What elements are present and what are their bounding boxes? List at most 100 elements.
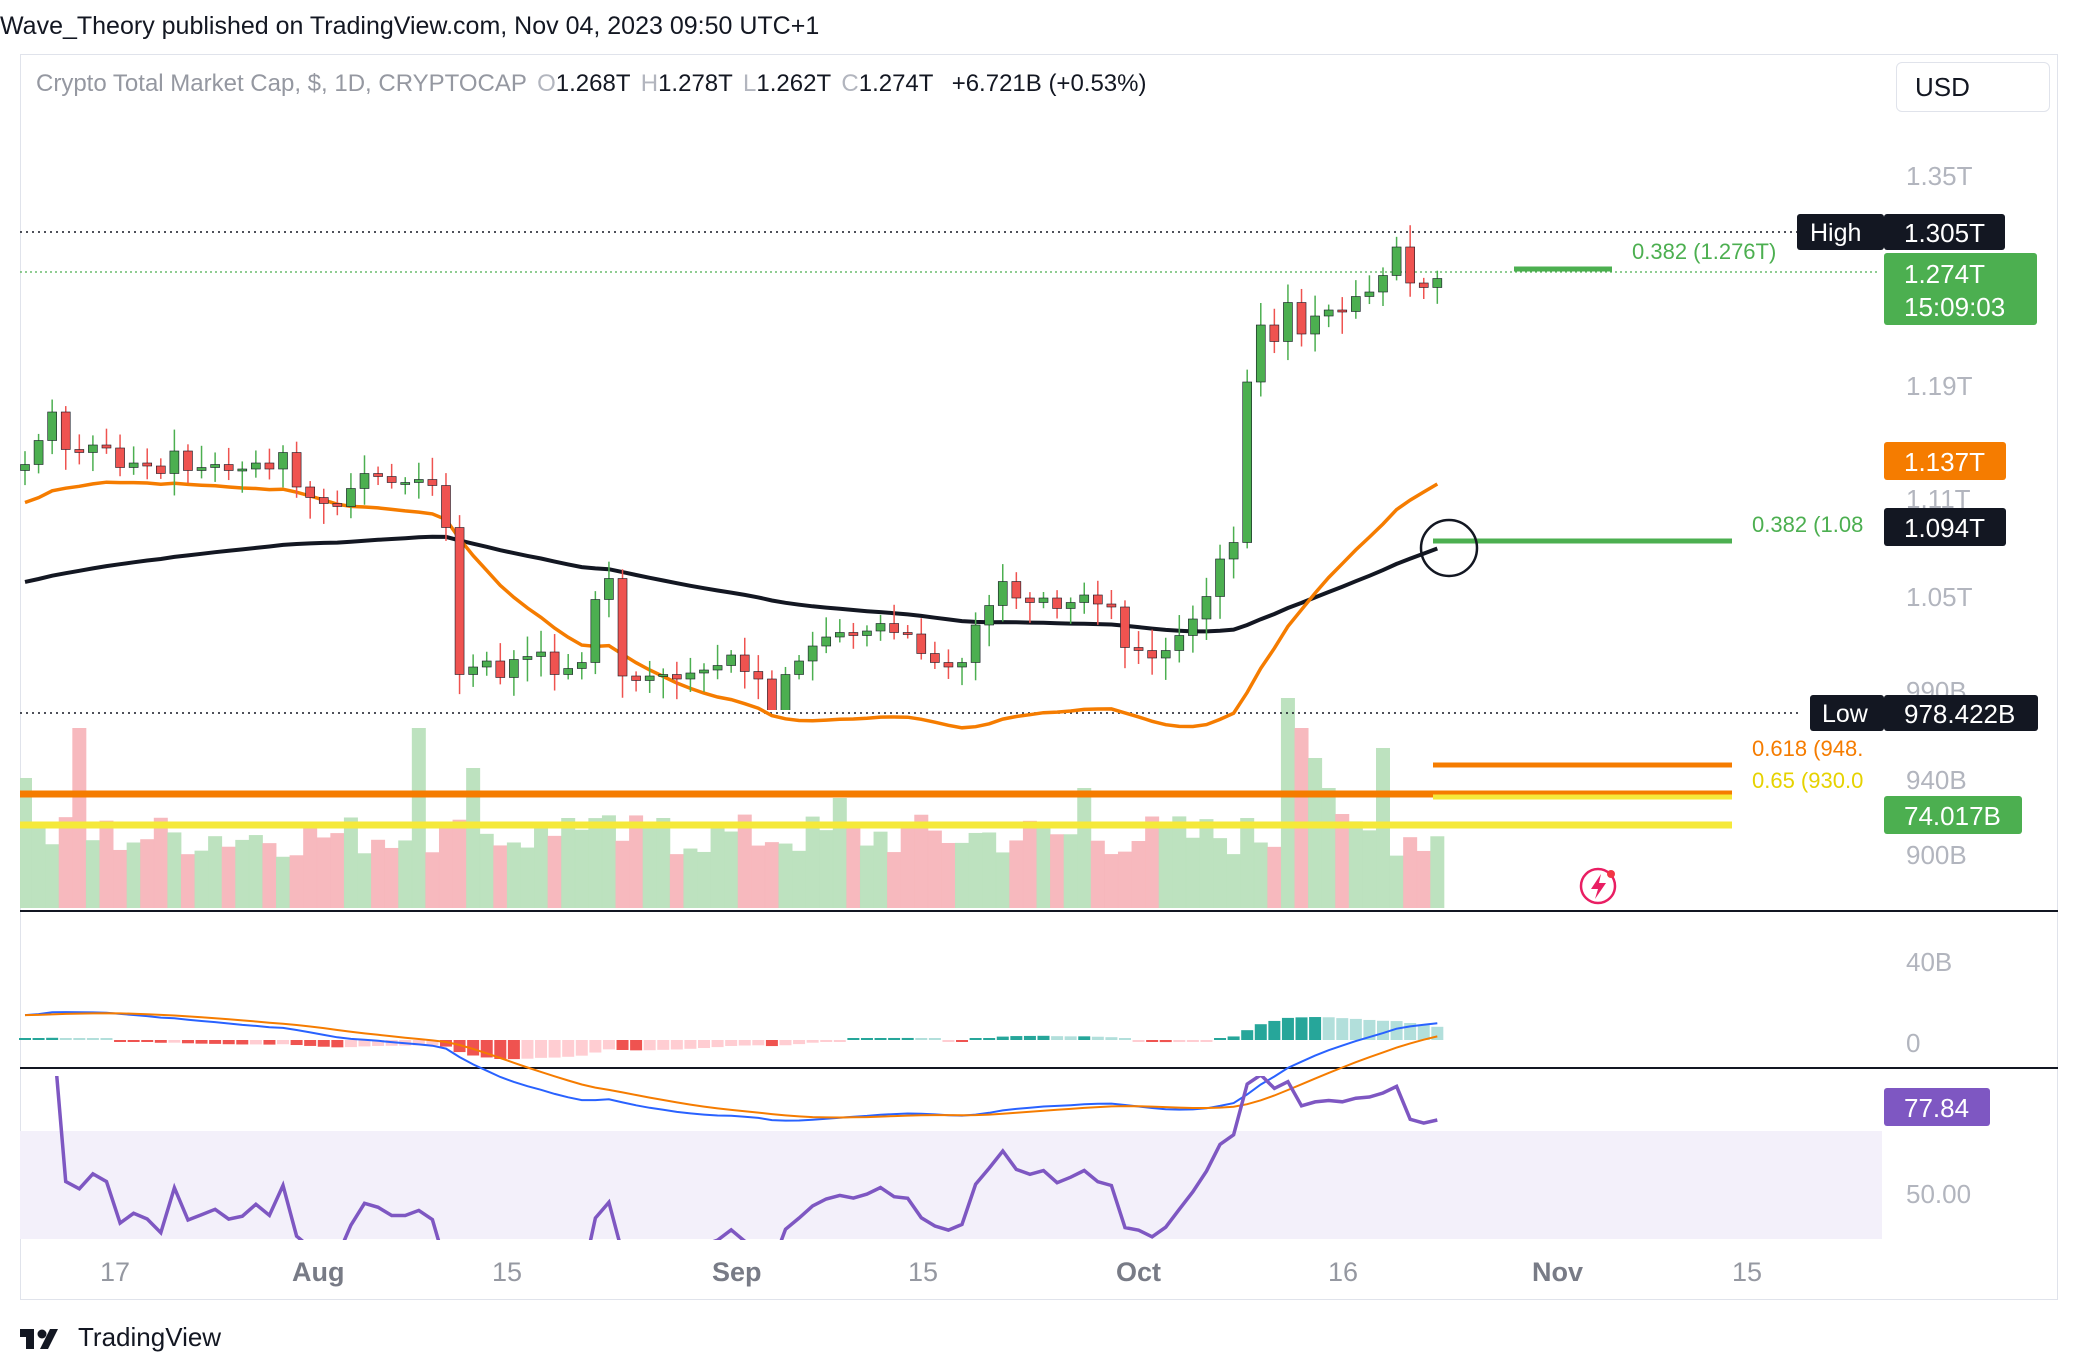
golden-cross-marker[interactable] xyxy=(1419,518,1479,578)
high-label-text: High xyxy=(1810,219,1861,247)
x-tick-4: Sep xyxy=(712,1257,762,1287)
macd-histogram-bar xyxy=(453,1040,466,1053)
volume-bar xyxy=(927,830,942,908)
volume-bar xyxy=(221,846,236,908)
volume-bar xyxy=(316,837,331,908)
candle-body xyxy=(848,632,859,636)
volume-bar xyxy=(1335,814,1350,908)
countdown-text: 15:09:03 xyxy=(1904,292,2005,322)
volume-bar xyxy=(914,814,929,908)
symbol-name: Crypto Total Market Cap, $, 1D, CRYPTOCA… xyxy=(36,70,527,97)
volume-bar xyxy=(452,819,467,908)
volume-bar xyxy=(1022,820,1037,908)
candle-body xyxy=(549,651,560,675)
candle-body xyxy=(1296,302,1307,335)
candle-body xyxy=(305,486,315,498)
fib-label-0618: 0.618 (948. xyxy=(1752,736,1863,761)
volume-bar xyxy=(113,849,128,908)
rsi-band xyxy=(20,1131,1882,1239)
macd-histogram-bar xyxy=(983,1038,996,1040)
ema200-line[interactable] xyxy=(24,534,1439,634)
volume-bar xyxy=(887,852,902,908)
volume-bar xyxy=(968,832,983,908)
macd-histogram-bar xyxy=(1295,1017,1308,1040)
volume-bar xyxy=(1199,819,1214,908)
volume-value-box xyxy=(1884,796,2022,834)
candle-body xyxy=(821,636,832,647)
ema50-line[interactable] xyxy=(24,480,1439,730)
volume-bar xyxy=(289,855,304,908)
volume-bar xyxy=(669,854,684,908)
candle-body xyxy=(563,668,574,675)
macd-histogram-bar xyxy=(1118,1038,1131,1040)
candle-body xyxy=(522,656,533,660)
macd-histogram-bar xyxy=(1200,1040,1213,1042)
macd-histogram-bar xyxy=(1241,1030,1254,1040)
candle-body xyxy=(1215,558,1225,597)
macd-histogram-bar xyxy=(1146,1040,1159,1042)
volume-bar xyxy=(1362,830,1377,908)
price-scale[interactable]: 1.35T 1.19T 1.11T 1.05T 990B 940B 900B 4… xyxy=(1906,161,1973,1209)
macd-histogram-bar xyxy=(494,1040,507,1059)
candle-body xyxy=(726,654,736,666)
macd-histogram-bar xyxy=(738,1040,751,1046)
macd-tick-1: 40B xyxy=(1906,947,1952,977)
volume-bar xyxy=(710,825,725,908)
candle-body xyxy=(20,464,30,471)
volume-bar xyxy=(534,825,549,908)
symbol-legend[interactable]: Crypto Total Market Cap, $, 1D, CRYPTOCA… xyxy=(36,70,1147,98)
macd-histogram-bar xyxy=(127,1040,140,1042)
candle-body xyxy=(807,645,818,662)
macd-histogram-bar xyxy=(698,1040,710,1049)
volume-bar xyxy=(411,728,426,908)
volume-bar xyxy=(1009,840,1024,908)
volume-bar xyxy=(1240,818,1255,908)
macd-histogram-bar xyxy=(928,1038,941,1040)
volume-bar xyxy=(153,817,168,908)
macd-histogram-bar xyxy=(1132,1040,1145,1042)
macd-histogram-bar xyxy=(860,1038,873,1040)
macd-histogram-bar xyxy=(847,1038,860,1040)
volume-bar xyxy=(438,825,453,908)
candle-body xyxy=(1133,647,1144,651)
currency-button[interactable]: USD xyxy=(1896,62,2050,112)
volume-bar xyxy=(1158,824,1173,908)
candle-body xyxy=(481,660,492,668)
candle-body xyxy=(644,675,655,681)
volume-bar xyxy=(384,847,399,908)
candle-body xyxy=(875,623,886,632)
macd-histogram-bar xyxy=(548,1040,561,1058)
rsi-line[interactable] xyxy=(39,1022,1438,1327)
volume-bar xyxy=(832,798,847,908)
macd-histogram-bar xyxy=(670,1040,683,1050)
macd-histogram-bar xyxy=(1186,1040,1199,1042)
candle-body xyxy=(862,630,872,636)
high-label-box xyxy=(1797,214,1884,250)
macd-histogram-bar xyxy=(1051,1036,1064,1040)
candle-body xyxy=(576,662,587,669)
macd-histogram-bar xyxy=(643,1040,656,1051)
candle-body xyxy=(183,450,193,471)
y-tick-4: 1.05T xyxy=(1906,582,1973,612)
candle-body xyxy=(1011,581,1022,599)
macd-histogram-bar xyxy=(1023,1035,1036,1040)
time-scale[interactable]: 17 Aug 15 Sep 15 Oct 16 Nov 15 xyxy=(100,1257,1762,1287)
candle-body xyxy=(1052,597,1062,609)
candle-body xyxy=(74,449,85,453)
tradingview-logo-icon xyxy=(20,1329,58,1349)
volume-bar xyxy=(588,818,603,908)
volume-bar xyxy=(466,768,481,908)
ema200-value-text: 1.094T xyxy=(1904,513,1985,543)
macd-histogram-bar xyxy=(1037,1035,1050,1040)
macd-histogram-bar xyxy=(1268,1020,1281,1040)
fib-label-0382-top: 0.382 (1.276T) xyxy=(1632,239,1776,264)
macd-histogram-bar xyxy=(765,1040,778,1047)
volume-bar xyxy=(1416,850,1431,908)
lightning-icon[interactable] xyxy=(1579,867,1617,905)
low-value: 1.262T xyxy=(756,70,831,97)
macd-histogram-bar xyxy=(996,1036,1009,1040)
macd-histogram-bar xyxy=(602,1040,615,1050)
volume-bar xyxy=(58,817,73,908)
candle-body xyxy=(1351,296,1361,312)
